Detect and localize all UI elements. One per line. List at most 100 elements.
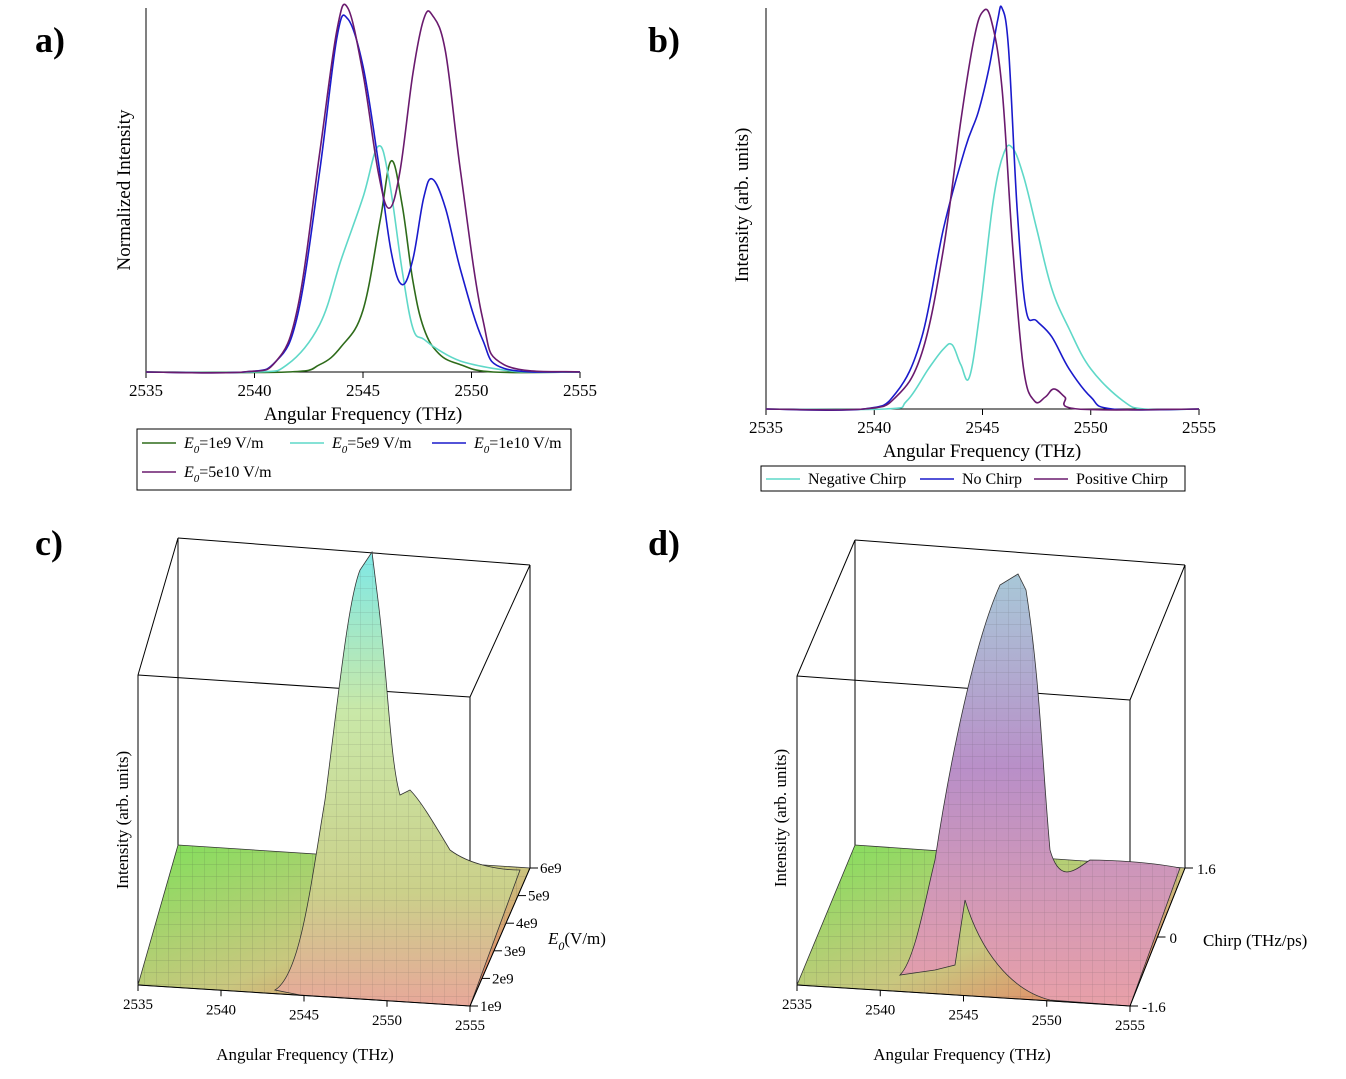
- legend-label-symbol: E: [473, 435, 484, 452]
- panel-d-z-axis-label: Intensity (arb. units): [771, 749, 790, 887]
- panel-a: a) 2535 2540 2545 2550 2555 Angular Frequenc…: [35, 3, 597, 491]
- panel-c-box-edge: [137, 674, 471, 698]
- tick-label: 2e9: [492, 971, 514, 987]
- panel-c: c) 2535 2540 2545 2550 2555 1e9 2e9 3e9 4e9 5e9 6…: [35, 523, 606, 1064]
- tick-label: -1.6: [1142, 1000, 1166, 1016]
- panel-d-x-ticks: 2535 2540 2545 2550 2555: [782, 985, 1145, 1034]
- panel-d-label: d): [648, 523, 680, 563]
- tick-label: 2555: [1115, 1018, 1145, 1034]
- legend-label: Negative Chirp: [808, 471, 906, 488]
- x-tick-label: 2545: [966, 418, 1000, 437]
- tick-label: 2540: [865, 1002, 895, 1018]
- legend-label-sub: 0: [194, 473, 200, 485]
- panel-d-surface-mesh: [900, 574, 1180, 1006]
- panel-c-y-axis-label-sub: 0: [558, 939, 564, 953]
- panel-c-box-edge: [137, 537, 179, 676]
- x-tick-label: 2535: [129, 381, 163, 400]
- panel-d-box-edge: [1129, 564, 1186, 701]
- x-tick-label: 2555: [1182, 418, 1216, 437]
- series-line: [145, 160, 581, 374]
- tick-label: 4e9: [516, 916, 538, 932]
- tick-label: 2535: [123, 997, 153, 1013]
- legend-label-symbol: E: [331, 435, 342, 452]
- legend-label-value: =5e10 V/m: [199, 464, 272, 481]
- panel-d-box-edge: [854, 539, 1186, 566]
- legend-label-sub: 0: [484, 444, 490, 456]
- panel-b-legend-box: [760, 465, 1186, 492]
- panel-b-label: b): [648, 20, 680, 60]
- series-line: [765, 144, 1200, 411]
- tick-label: 2555: [455, 1018, 485, 1034]
- panel-c-y-ticks: 1e9 2e9 3e9 4e9 5e9 6e9: [470, 861, 562, 1015]
- legend-label: No Chirp: [962, 471, 1022, 488]
- panel-d-box-edge: [796, 675, 1131, 701]
- tick-label: 6e9: [540, 861, 562, 877]
- series-line: [145, 145, 581, 374]
- x-tick-label: 2550: [1074, 418, 1108, 437]
- panel-c-y-axis-label-symbol: E: [547, 929, 559, 948]
- panel-c-y-axis-label-unit: (V/m): [564, 929, 606, 948]
- legend-label-symbol: E: [183, 435, 194, 452]
- legend-label-sub: 0: [342, 444, 348, 456]
- panel-c-right-edge: [469, 867, 531, 1007]
- tick-label: 2540: [206, 1002, 236, 1018]
- legend-label: E0=5e9 V/m: [331, 435, 412, 456]
- panel-c-box-edge: [469, 564, 531, 698]
- panel-b-y-axis-label: Intensity (arb. units): [732, 128, 753, 283]
- x-tick-label: 2545: [346, 381, 380, 400]
- panel-a-legend: E0=1e9 V/m E0=5e9 V/m E0=1e10 V/mE0=5e10 V…: [136, 428, 572, 491]
- x-tick-label: 2535: [749, 418, 783, 437]
- panel-a-x-ticks: 2535 2540 2545 2550 2555: [129, 372, 597, 400]
- panel-c-z-axis-label: Intensity (arb. units): [113, 751, 132, 889]
- panel-a-x-axis-label: Angular Frequency (THz): [264, 404, 462, 425]
- legend-label-value: =1e9 V/m: [199, 435, 264, 452]
- tick-label: 0: [1170, 931, 1178, 947]
- legend-label-value: =5e9 V/m: [347, 435, 412, 452]
- x-tick-label: 2540: [238, 381, 272, 400]
- panel-b-x-ticks: 2535 2540 2545 2550 2555: [749, 409, 1216, 437]
- panel-b-legend-entries: Negative Chirp No Chirp Positive Chirp: [766, 471, 1168, 488]
- panel-d-y-axis-label: Chirp (THz/ps): [1203, 931, 1307, 950]
- panel-d-box: [796, 539, 1186, 1006]
- series-line: [145, 3, 581, 374]
- tick-label: 2550: [372, 1013, 402, 1029]
- panel-b: b) 2535 2540 2545 2550 2555 Angular Frequenc…: [648, 5, 1216, 492]
- legend-label-symbol: E: [183, 464, 194, 481]
- legend-label: E0=5e10 V/m: [183, 464, 272, 485]
- legend-label-sub: 0: [194, 444, 200, 456]
- panel-a-legend-box: [136, 428, 572, 491]
- panel-c-y-axis-label: E0(V/m): [547, 929, 606, 953]
- series-line: [145, 14, 581, 374]
- panel-d-y-ticks: -1.6 0 1.6: [1130, 862, 1216, 1016]
- panel-b-legend: Negative Chirp No Chirp Positive Chirp: [760, 465, 1186, 492]
- panel-a-legend-entries: E0=1e9 V/m E0=5e9 V/m E0=1e10 V/mE0=5e10 V…: [142, 435, 562, 485]
- panel-a-y-axis-label: Normalized Intensity: [114, 109, 135, 270]
- legend-label: E0=1e9 V/m: [183, 435, 264, 456]
- panel-c-box-edge: [177, 537, 531, 566]
- tick-label: 2545: [289, 1008, 319, 1024]
- panel-a-series: [145, 3, 581, 374]
- tick-label: 2535: [782, 997, 812, 1013]
- panel-c-x-axis-label: Angular Frequency (THz): [216, 1045, 394, 1064]
- panel-d-box-edge: [796, 539, 856, 677]
- panel-b-series: [765, 5, 1200, 412]
- panel-d: d) 2535 2540 2545 2550 2555 -1.6 0 1.6 Angular…: [648, 523, 1307, 1064]
- tick-label: 2550: [1032, 1013, 1062, 1029]
- panel-c-x-ticks: 2535 2540 2545 2550 2555: [123, 985, 485, 1034]
- tick-label: 3e9: [504, 944, 526, 960]
- series-line: [765, 5, 1200, 412]
- series-line: [765, 8, 1200, 411]
- panel-a-label: a): [35, 20, 65, 60]
- tick-label: 1.6: [1197, 862, 1216, 878]
- legend-label: E0=1e10 V/m: [473, 435, 562, 456]
- x-tick-label: 2550: [455, 381, 489, 400]
- panel-c-label: c): [35, 523, 63, 563]
- panel-b-x-axis-label: Angular Frequency (THz): [883, 441, 1081, 462]
- x-tick-label: 2555: [563, 381, 597, 400]
- tick-label: 2545: [949, 1008, 979, 1024]
- tick-label: 1e9: [480, 999, 502, 1015]
- tick-label: 5e9: [528, 889, 550, 905]
- legend-label-value: =1e10 V/m: [489, 435, 562, 452]
- x-tick-label: 2540: [857, 418, 891, 437]
